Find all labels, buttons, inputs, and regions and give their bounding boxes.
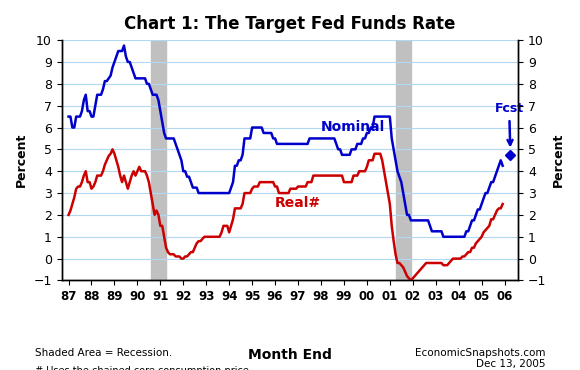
Text: Fcst: Fcst	[495, 102, 524, 145]
Y-axis label: Percent: Percent	[552, 133, 565, 188]
Text: Month End: Month End	[248, 348, 332, 362]
Text: Nominal: Nominal	[321, 120, 385, 134]
Title: Chart 1: The Target Fed Funds Rate: Chart 1: The Target Fed Funds Rate	[124, 15, 456, 33]
Text: EconomicSnapshots.com
Dec 13, 2005: EconomicSnapshots.com Dec 13, 2005	[415, 348, 545, 369]
Text: Shaded Area = Recession.: Shaded Area = Recession.	[35, 348, 172, 358]
Y-axis label: Percent: Percent	[15, 133, 28, 188]
Text: Real#: Real#	[275, 196, 321, 210]
Bar	[151, 40, 166, 280]
Text: # Uses the chained core consumption price
index. Nov & Dec 2005 are estimates.: # Uses the chained core consumption pric…	[35, 366, 249, 370]
Bar	[396, 40, 411, 280]
